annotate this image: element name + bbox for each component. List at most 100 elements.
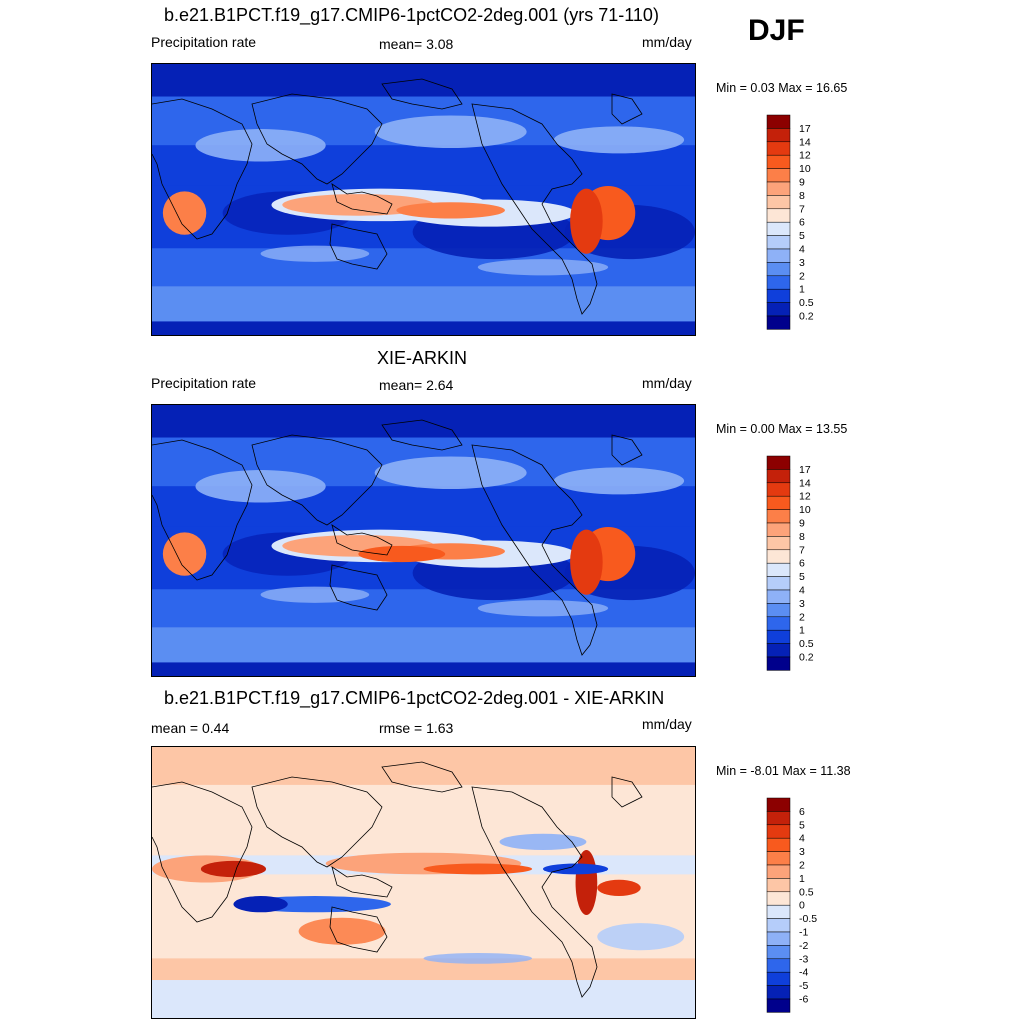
colorbar-tick-label: 5 — [799, 230, 805, 242]
coastline — [329, 906, 388, 953]
coastline — [471, 103, 598, 315]
colorbar-swatch — [766, 315, 791, 330]
colorbar-tick-label: 4 — [799, 585, 805, 597]
coastline — [331, 524, 393, 556]
field-contour — [374, 456, 527, 490]
panel-2-field — [152, 405, 695, 676]
colorbar-swatch — [766, 509, 791, 524]
panel-1-colorbar: 17 14 12 10 9 8 7 6 5 4 3 2 1 0.5 0.2 — [766, 114, 827, 330]
coastline — [381, 78, 463, 110]
panel-3-colorbar: 6 5 4 3 2 1 0.5 0 -0.5 -1 -2 -3 -4 -5 -6 — [766, 797, 827, 1013]
colorbar-tick-label: 8 — [799, 531, 805, 543]
colorbar-tick-label: -3 — [799, 953, 808, 965]
colorbar-swatch — [766, 616, 791, 631]
colorbar-tick-label: 3 — [799, 257, 805, 269]
coastline — [331, 183, 393, 215]
field-contour — [282, 194, 435, 216]
panel-1-title: b.e21.B1PCT.f19_g17.CMIP6-1pctCO2-2deg.0… — [164, 5, 659, 25]
coastline — [331, 866, 393, 898]
field-contour — [358, 545, 446, 563]
colorbar-tick-label: 1 — [799, 873, 805, 885]
panel-3-title: b.e21.B1PCT.f19_g17.CMIP6-1pctCO2-2deg.0… — [164, 688, 665, 708]
coastline — [251, 776, 383, 868]
colorbar-swatch — [766, 931, 791, 946]
panel-2-coastlines — [152, 419, 643, 656]
coastline — [329, 223, 388, 270]
colorbar-tick-label: -0.5 — [799, 913, 817, 925]
panel-3-colorbar-svg: 65 43 210.5 0-0.5 -1-2-3 -4-5 -6 — [766, 797, 817, 1013]
colorbar-swatch — [766, 629, 791, 644]
field-contour — [233, 896, 288, 913]
colorbar-swatch — [766, 576, 791, 591]
field-contour — [162, 191, 207, 235]
field-contour — [553, 467, 685, 495]
colorbar-swatch — [766, 837, 791, 852]
field-band — [152, 980, 695, 1018]
colorbar-tick-label: 7 — [799, 544, 805, 556]
panel-3-units-label: mm/day — [642, 716, 692, 732]
colorbar-swatch — [766, 141, 791, 156]
field-contour — [200, 860, 267, 878]
colorbar-tick-label: 5 — [799, 571, 805, 583]
field-contour — [597, 923, 685, 951]
field-contour — [553, 126, 685, 154]
colorbar-swatch — [766, 864, 791, 879]
colorbar-swatch — [766, 154, 791, 169]
colorbar-tick-label: 2 — [799, 270, 805, 282]
field-contour — [396, 202, 505, 219]
panel-3-field — [152, 747, 695, 1018]
panel-2-colorbar: 17 14 12 10 9 8 7 6 5 4 3 2 1 0.5 0.2 — [766, 455, 827, 671]
colorbar-swatch — [766, 288, 791, 303]
colorbar-swatch — [766, 536, 791, 551]
panel-3-coastlines — [152, 761, 643, 998]
field-contour — [162, 532, 207, 576]
coastline — [381, 761, 463, 793]
field-contour — [260, 586, 370, 603]
colorbar-swatch — [766, 589, 791, 604]
colorbar-swatch — [766, 824, 791, 839]
colorbar-tick-label: 4 — [799, 833, 805, 845]
field-band — [152, 286, 695, 322]
colorbar-swatch — [766, 562, 791, 577]
colorbar-swatch — [766, 918, 791, 933]
field-contour — [477, 259, 609, 276]
field-band — [152, 627, 695, 663]
panel-3-minmax-label: Min = -8.01 Max = 11.38 — [716, 764, 851, 778]
colorbar-swatch — [766, 482, 791, 497]
panel-1-coastlines — [152, 78, 643, 315]
colorbar-tick-label: 1 — [799, 284, 805, 296]
season-label: DJF — [748, 14, 805, 47]
colorbar-swatch — [766, 208, 791, 223]
colorbar-swatch — [766, 455, 791, 470]
panel-3-mean-label: mean = 0.44 — [151, 720, 230, 736]
coastline — [152, 439, 253, 581]
colorbar-tick-label: 3 — [799, 846, 805, 858]
panel-2-map-svg — [152, 405, 695, 676]
colorbar-swatch — [766, 945, 791, 960]
colorbar-swatch — [766, 971, 791, 986]
field-contour — [423, 863, 533, 875]
field-contour — [298, 917, 386, 945]
panel-1-map — [151, 63, 696, 336]
colorbar-tick-label: -5 — [799, 980, 808, 992]
colorbar-tick-label: 7 — [799, 203, 805, 215]
colorbar-tick-label: -2 — [799, 940, 808, 952]
field-contour — [570, 188, 603, 254]
colorbar-swatch — [766, 522, 791, 537]
colorbar-tick-label: 0.5 — [799, 638, 814, 650]
colorbar-swatch — [766, 643, 791, 658]
colorbar-tick-label: 2 — [799, 860, 805, 872]
colorbar-tick-label: -1 — [799, 927, 808, 939]
coastline — [611, 93, 643, 125]
colorbar-tick-label: -6 — [799, 994, 808, 1006]
colorbar-tick-label: 4 — [799, 244, 805, 256]
colorbar-tick-label: 6 — [799, 806, 805, 818]
panel-3-rmse-label: rmse = 1.63 — [379, 720, 454, 736]
colorbar-swatch — [766, 275, 791, 290]
colorbar-swatch — [766, 495, 791, 510]
colorbar-swatch — [766, 985, 791, 1000]
field-contour — [195, 129, 326, 162]
panel-1-mean-label: mean= 3.08 — [379, 36, 454, 52]
colorbar-tick-label: 12 — [799, 150, 811, 162]
